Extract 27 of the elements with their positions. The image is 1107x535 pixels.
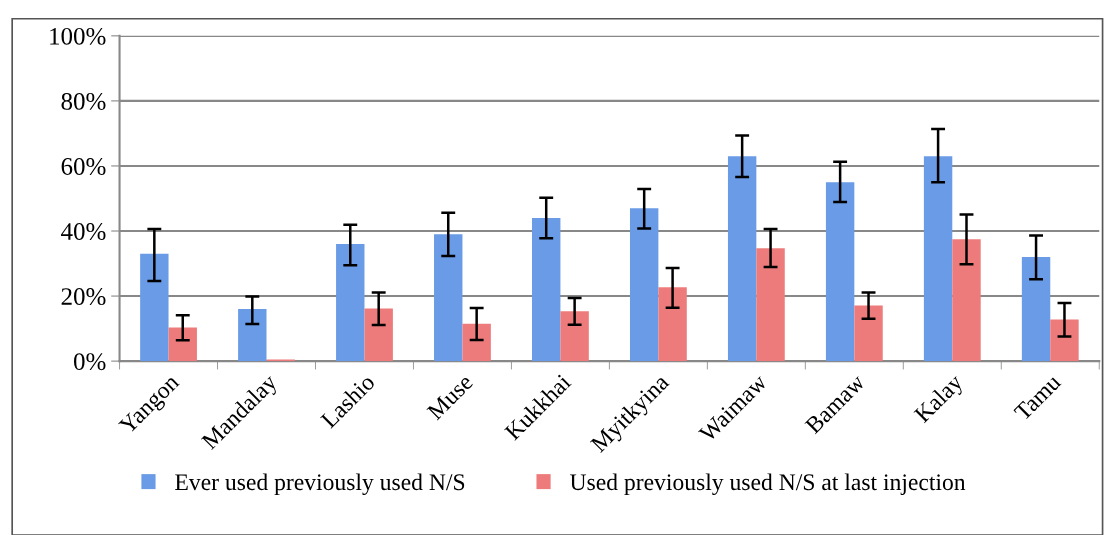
bar xyxy=(364,308,393,362)
bar xyxy=(336,244,365,362)
y-tick-label: 0% xyxy=(73,353,106,371)
bar xyxy=(434,234,463,362)
bar xyxy=(1021,257,1051,362)
legend-label: Ever used previously used N/S xyxy=(175,473,465,496)
bar xyxy=(854,305,883,362)
bar xyxy=(952,239,981,362)
legend-label: Used previously used N/S at last injection xyxy=(570,473,966,496)
bar xyxy=(140,253,169,362)
bar xyxy=(658,287,687,362)
bar xyxy=(756,248,785,362)
bar xyxy=(532,218,561,362)
bar xyxy=(1050,319,1079,362)
y-tick-label: 80% xyxy=(61,92,106,110)
bar xyxy=(727,156,757,362)
bar xyxy=(462,323,491,362)
bar xyxy=(923,156,953,362)
y-tick-label: 100% xyxy=(50,27,106,45)
bar xyxy=(825,182,855,362)
y-tick-label: 60% xyxy=(61,158,106,175)
bar xyxy=(238,309,267,362)
bar xyxy=(560,311,589,362)
y-tick-label: 40% xyxy=(61,223,106,241)
y-tick-label: 20% xyxy=(61,288,106,306)
bar xyxy=(168,327,197,362)
bar xyxy=(629,208,659,362)
